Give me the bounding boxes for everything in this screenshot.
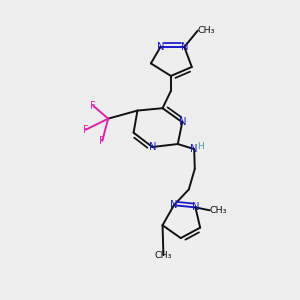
Text: N: N (178, 117, 186, 127)
Text: H: H (197, 142, 204, 151)
Text: N: N (181, 42, 188, 52)
Text: CH₃: CH₃ (198, 26, 215, 35)
Text: CH₃: CH₃ (155, 250, 172, 260)
Text: N: N (170, 200, 178, 210)
Text: N: N (148, 142, 156, 152)
Text: N: N (157, 42, 164, 52)
Text: F: F (83, 125, 88, 135)
Text: N: N (190, 144, 198, 154)
Text: CH₃: CH₃ (210, 206, 227, 215)
Text: F: F (99, 136, 105, 146)
Text: F: F (91, 101, 96, 111)
Text: N: N (192, 202, 199, 212)
